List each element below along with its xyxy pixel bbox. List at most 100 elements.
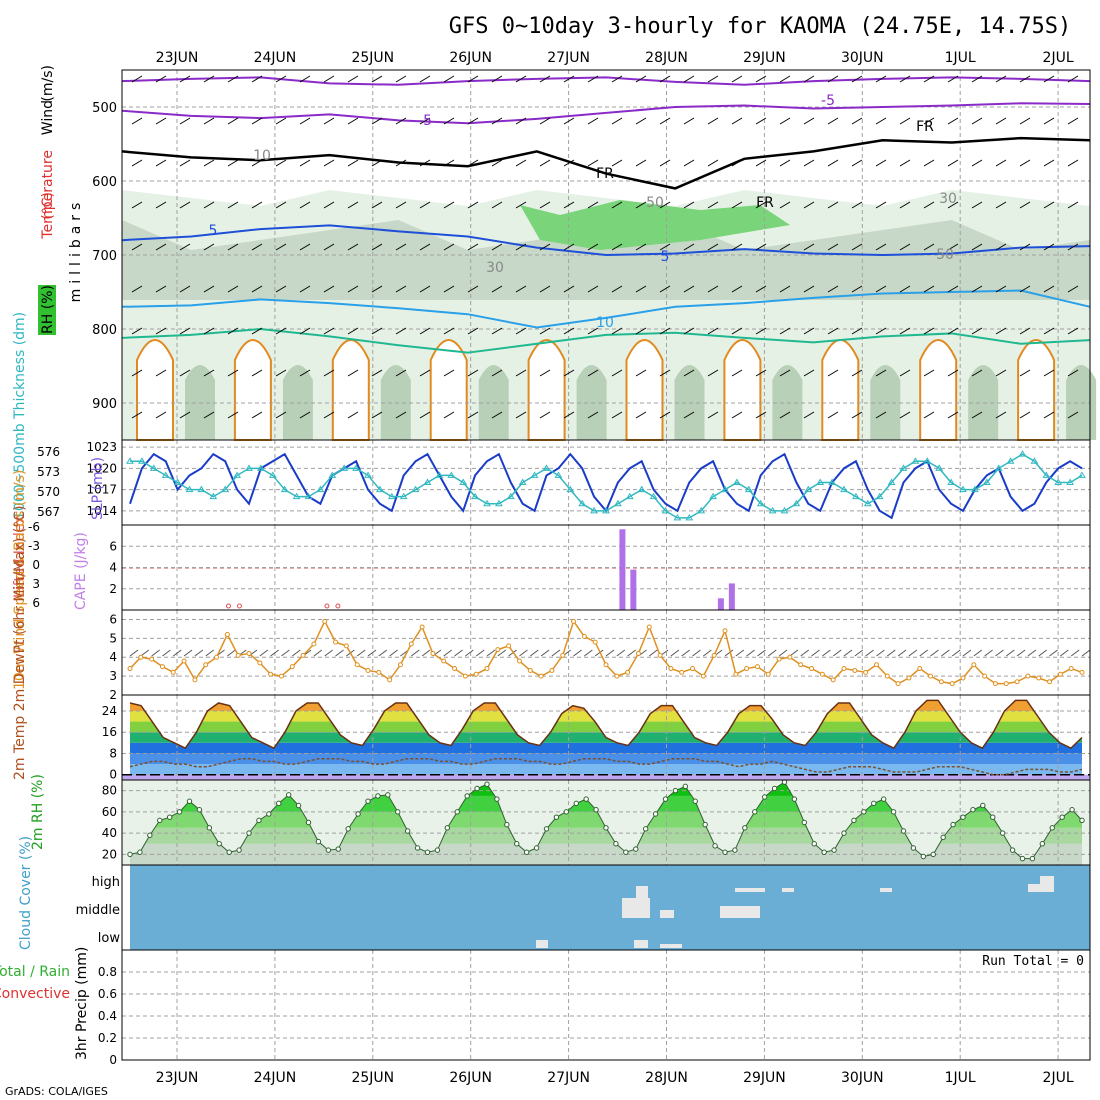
- wind10-point: [895, 681, 901, 687]
- wind-barb: [731, 75, 743, 83]
- wind-barb: [515, 117, 527, 125]
- thickness-point: [399, 492, 408, 500]
- wind-barb: [875, 159, 887, 167]
- rh2m-point: [454, 809, 460, 815]
- wind-barb: [827, 285, 839, 293]
- wind10-point: [733, 671, 739, 677]
- wind-barb: [611, 243, 623, 251]
- wind10-barb: [172, 649, 182, 657]
- rh2m-grid: [122, 780, 1090, 865]
- wind-barb: [731, 243, 743, 251]
- wind-barb: [755, 285, 767, 293]
- wind-barb: [923, 327, 935, 335]
- rh2m-point: [801, 819, 808, 826]
- wind10-point: [538, 673, 544, 679]
- wind-barb: [707, 411, 719, 419]
- wind10-barb: [962, 649, 972, 657]
- wind10-barb: [973, 649, 983, 657]
- rh2m-point: [642, 826, 649, 832]
- rh2m-point: [404, 828, 411, 834]
- wind-barb: [803, 411, 815, 419]
- wind10-point: [397, 662, 403, 668]
- rh2m-point: [771, 785, 778, 792]
- wind-barb: [827, 117, 839, 125]
- thickness-point: [625, 492, 634, 500]
- wind10-barb: [443, 649, 453, 657]
- pressure-tick-label: 700: [92, 249, 117, 264]
- wind-barb: [827, 75, 839, 83]
- cloud-cell: [636, 886, 648, 918]
- wind10-point: [365, 667, 371, 673]
- date-label-bottom: 30JUN: [841, 1070, 884, 1086]
- rh2m-point: [633, 846, 639, 852]
- rh2m-point: [811, 841, 817, 847]
- pressure-axis: 500 600 700 800 900: [92, 101, 117, 412]
- contour-label: 5: [661, 249, 670, 265]
- rh2m-point: [285, 792, 292, 798]
- wind-barb: [347, 159, 359, 167]
- date-label-bottom: 24JUN: [254, 1070, 297, 1086]
- wind10-barb: [270, 649, 279, 657]
- thickness-point: [1006, 457, 1015, 464]
- thickness-point: [197, 485, 206, 493]
- rh2m-point: [1009, 847, 1016, 853]
- date-label-bottom: 25JUN: [351, 1070, 394, 1086]
- wind10-axis-label: 10m Wind Speed & Barbs (m/s): [12, 470, 28, 690]
- wind-barb: [707, 159, 719, 167]
- wind-barb: [947, 327, 959, 335]
- wind-barb: [443, 327, 455, 335]
- wind10-point: [841, 666, 847, 672]
- wind10-barb: [129, 649, 139, 657]
- date-label-top: 25JUN: [351, 50, 394, 66]
- temp-tick-label: 8: [109, 746, 117, 760]
- wind-barb: [707, 75, 719, 83]
- contour-label: 5: [209, 223, 218, 239]
- thickness-point: [923, 457, 932, 464]
- wind-barb: [251, 243, 263, 251]
- wind-barb: [419, 327, 431, 335]
- wind10-point: [917, 666, 923, 672]
- precip-tick-label: 0.6: [98, 987, 117, 1001]
- wind10-barb: [919, 649, 929, 657]
- wind-barb: [731, 369, 743, 377]
- date-label-bottom: 29JUN: [743, 1070, 786, 1086]
- slp-axis: 1023 1020 1017 1014 576 573 570 567: [37, 440, 117, 519]
- date-label-top: 27JUN: [547, 50, 590, 66]
- wind-barb: [707, 369, 719, 377]
- wind10-point: [268, 671, 274, 677]
- wind-barb: [395, 243, 407, 251]
- temp-band: [130, 721, 1082, 733]
- thickness-point: [756, 499, 765, 507]
- rh2m-point: [375, 793, 381, 799]
- thickness-point: [852, 492, 860, 500]
- slp-thickness-panel: 1023 1020 1017 1014 576 573 570 567 1000~500mb …: [12, 312, 1091, 526]
- wind-barb: [587, 117, 599, 125]
- precip-tick-label: 0.8: [98, 965, 117, 979]
- rh2m-point: [652, 811, 659, 817]
- rh2m-tick-label: 40: [102, 826, 117, 840]
- rh2m-point: [1039, 841, 1046, 847]
- isotherm-line: [121, 327, 1091, 354]
- wind-barb: [707, 201, 719, 209]
- surface-heat-column: [136, 339, 174, 441]
- li-marker: [335, 603, 341, 609]
- wind10-point: [484, 666, 490, 672]
- wind-barb: [731, 201, 743, 209]
- wind10-barb: [140, 649, 150, 657]
- wind-barb: [323, 369, 335, 377]
- wind-barb: [851, 285, 863, 293]
- wind-barb: [1067, 201, 1079, 209]
- wind10-barb: [703, 649, 712, 657]
- upper-air-axis-title: (m/s) Wind Temperature (°C) RH (%) milli…: [38, 65, 84, 335]
- slp-tick-label: 1020: [86, 461, 117, 475]
- wind-barb: [227, 285, 239, 293]
- rh2m-point: [325, 847, 332, 853]
- wind10-barb: [205, 649, 215, 657]
- slp-tick-label: 1017: [86, 483, 117, 497]
- thickness-point: [245, 464, 253, 471]
- rh2m-point: [523, 849, 530, 855]
- wind-barb: [899, 75, 911, 83]
- precip-convective-label: Convective: [0, 986, 70, 1002]
